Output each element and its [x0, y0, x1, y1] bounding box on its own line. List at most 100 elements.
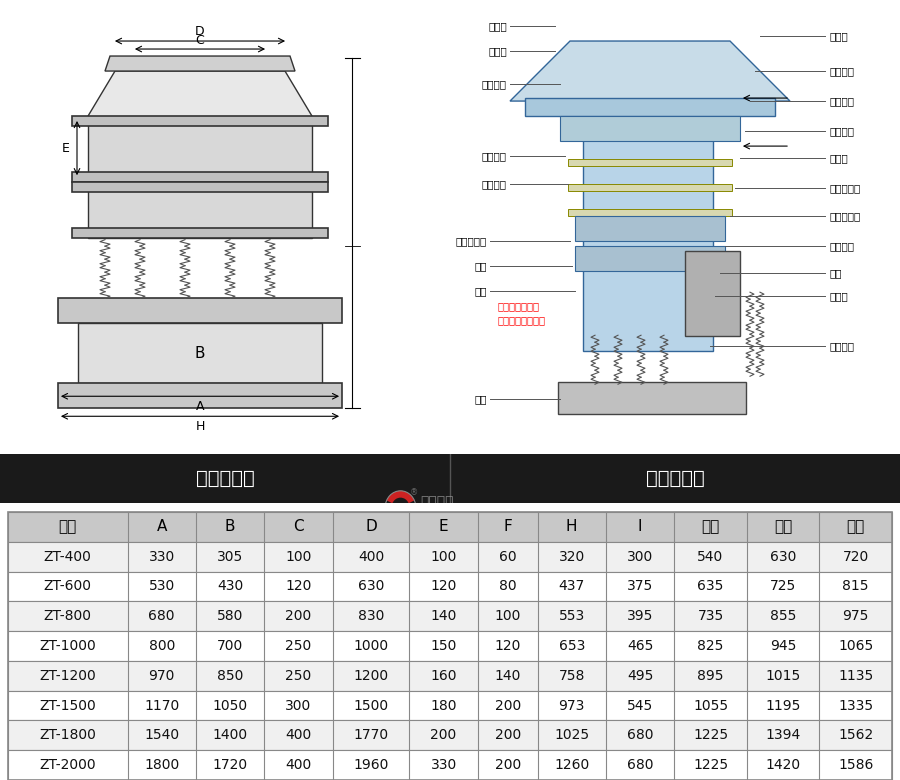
Text: 653: 653 [559, 639, 585, 653]
Text: 压紧环: 压紧环 [488, 46, 507, 56]
Text: H: H [566, 519, 578, 534]
Text: 1065: 1065 [838, 639, 873, 653]
Bar [8, 512, 892, 542]
Bar [685, 251, 740, 336]
Text: 1135: 1135 [838, 668, 873, 682]
Text: 小尺寸排料: 小尺寸排料 [455, 236, 487, 246]
Text: 1394: 1394 [766, 729, 801, 743]
Text: 895: 895 [698, 668, 724, 682]
Text: 1800: 1800 [144, 758, 179, 772]
Text: E: E [439, 519, 448, 534]
Text: 400: 400 [358, 550, 384, 564]
Text: 545: 545 [627, 699, 653, 713]
Text: 锁外重锤板: 锁外重锤板 [830, 211, 861, 222]
Text: 型号: 型号 [58, 519, 76, 534]
Text: 400: 400 [285, 729, 311, 743]
Text: 680: 680 [626, 758, 653, 772]
Bar [58, 298, 342, 323]
Text: F: F [503, 519, 512, 534]
Text: 720: 720 [842, 550, 868, 564]
Bar [72, 172, 328, 182]
Polygon shape [510, 41, 790, 101]
Text: 束环: 束环 [474, 261, 487, 271]
Text: C: C [293, 519, 303, 534]
Text: 1562: 1562 [838, 729, 873, 743]
Text: 630: 630 [358, 580, 384, 594]
Text: 300: 300 [627, 550, 653, 564]
Text: H: H [195, 420, 204, 433]
Text: 运输用固定螺栓
试机时去掉！！！: 运输用固定螺栓 试机时去掉！！！ [498, 302, 546, 324]
Bar [575, 216, 725, 241]
Bar [8, 750, 892, 780]
Text: 725: 725 [770, 580, 796, 594]
Text: 305: 305 [217, 550, 243, 564]
Bar [72, 228, 328, 238]
Text: 一层: 一层 [701, 519, 720, 534]
Text: 1400: 1400 [212, 729, 248, 743]
Text: 120: 120 [430, 580, 457, 594]
Text: 橡胶球: 橡胶球 [830, 153, 849, 163]
Text: 60: 60 [499, 550, 517, 564]
Text: ZT-1200: ZT-1200 [40, 668, 96, 682]
Text: 180: 180 [430, 699, 457, 713]
Text: D: D [195, 25, 205, 38]
Text: 680: 680 [148, 609, 175, 623]
Text: 1225: 1225 [693, 729, 728, 743]
Text: 振体: 振体 [830, 268, 842, 278]
Text: 140: 140 [494, 668, 521, 682]
Text: E: E [62, 142, 70, 154]
Text: 80: 80 [499, 580, 517, 594]
Text: 975: 975 [842, 609, 868, 623]
Text: 1200: 1200 [354, 668, 389, 682]
Text: 850: 850 [217, 668, 243, 682]
Text: 465: 465 [627, 639, 653, 653]
Text: 中部框架: 中部框架 [482, 151, 507, 161]
Text: 120: 120 [494, 639, 521, 653]
Text: 辅助筛网: 辅助筛网 [830, 66, 855, 76]
Text: 三层: 三层 [847, 519, 865, 534]
Text: 400: 400 [285, 758, 311, 772]
Text: 495: 495 [627, 668, 653, 682]
Text: 振京机械: 振京机械 [420, 495, 454, 509]
Text: 973: 973 [559, 699, 585, 713]
Text: 1000: 1000 [354, 639, 389, 653]
Bar [88, 182, 312, 238]
Text: A: A [157, 519, 166, 534]
Bar [8, 661, 892, 690]
Bar [8, 601, 892, 631]
Text: 辅助筛网: 辅助筛网 [830, 96, 855, 106]
Text: 375: 375 [627, 580, 653, 594]
Text: ZT-800: ZT-800 [44, 609, 92, 623]
Text: 外形尺寸图: 外形尺寸图 [195, 469, 255, 488]
Text: 一般结构图: 一般结构图 [645, 469, 705, 488]
Text: 395: 395 [627, 609, 653, 623]
Text: 弹簧: 弹簧 [474, 286, 487, 296]
Bar [8, 572, 892, 601]
Text: 250: 250 [285, 668, 311, 682]
Text: 320: 320 [559, 550, 585, 564]
Text: 825: 825 [698, 639, 724, 653]
Text: 1225: 1225 [693, 758, 728, 772]
Bar [575, 246, 725, 271]
Text: 855: 855 [770, 609, 796, 623]
Text: 160: 160 [430, 668, 457, 682]
Bar [8, 631, 892, 661]
Bar [72, 116, 328, 126]
Bar [568, 209, 732, 216]
Text: ZT-400: ZT-400 [44, 550, 92, 564]
Text: 进料口: 进料口 [830, 31, 849, 41]
Text: 200: 200 [430, 729, 456, 743]
Text: 100: 100 [285, 550, 311, 564]
Text: 1335: 1335 [838, 699, 873, 713]
Text: 100: 100 [494, 609, 521, 623]
Text: 330: 330 [430, 758, 456, 772]
Text: B: B [194, 346, 205, 360]
Bar [78, 323, 322, 383]
Polygon shape [105, 56, 295, 71]
Bar [8, 690, 892, 721]
Text: 200: 200 [494, 758, 521, 772]
Text: D: D [365, 519, 377, 534]
Text: 830: 830 [358, 609, 384, 623]
Bar [558, 382, 746, 414]
Text: ZT-1500: ZT-1500 [40, 699, 96, 713]
